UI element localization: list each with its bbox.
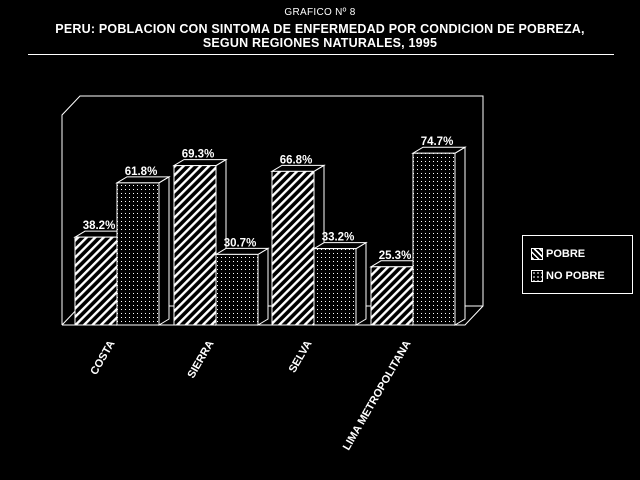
- bar-pobre-costa: [74, 236, 118, 326]
- data-label-no-pobre-sierra: 30.7%: [224, 237, 257, 249]
- data-label-pobre-costa: 38.2%: [83, 220, 116, 232]
- bar-no-pobre-lima-metropolitana: [412, 152, 456, 326]
- figure-label: GRAFICO Nº 8: [284, 7, 356, 18]
- category-label-sierra: SIERRA: [185, 338, 216, 380]
- bar-pobre-sierra: [173, 165, 217, 326]
- data-label-no-pobre-costa: 61.8%: [125, 166, 158, 178]
- legend-swatch-no-pobre: [531, 270, 543, 282]
- legend-item-pobre: POBRE: [531, 247, 585, 261]
- chart-title-line-2: SEGUN REGIONES NATURALES, 1995: [202, 36, 438, 50]
- legend-swatch-pobre: [531, 248, 543, 260]
- legend-item-no-pobre: NO POBRE: [531, 269, 605, 283]
- category-label-costa: COSTA: [88, 338, 117, 377]
- header-divider: [28, 54, 614, 55]
- data-label-pobre-selva: 66.8%: [280, 154, 313, 166]
- bar-side-no-pobre-sierra: [257, 247, 269, 326]
- chart-title-line-1: PERU: POBLACION CON SINTOMA DE ENFERMEDA…: [55, 22, 585, 36]
- bar-side-no-pobre-costa: [158, 175, 170, 326]
- data-label-pobre-sierra: 69.3%: [182, 149, 215, 161]
- category-label-lima-metropolitana: LIMA METROPOLITANA: [341, 338, 414, 452]
- bar-side-no-pobre-selva: [355, 241, 367, 326]
- chart-title: PERU: POBLACION CON SINTOMA DE ENFERMEDA…: [0, 22, 640, 50]
- chart-frame-outline: [61, 95, 484, 326]
- legend-label-no-pobre: NO POBRE: [546, 270, 605, 282]
- bar-pobre-selva: [271, 170, 315, 326]
- data-labels-group: 38.2% 61.8% 69.3% 30.7% 66.8% 33.2% 25.3% 74.7%: [83, 136, 454, 262]
- bar-no-pobre-sierra: [215, 253, 259, 326]
- data-label-pobre-lima-metropolitana: 25.3%: [379, 250, 412, 262]
- category-label-selva: SELVA: [287, 338, 315, 374]
- data-label-no-pobre-lima-metropolitana: 74.7%: [421, 136, 454, 148]
- bar-pobre-lima-metropolitana: [370, 266, 414, 326]
- bar-no-pobre-costa: [116, 182, 160, 326]
- category-labels-group: COSTA SIERRA SELVA LIMA METROPOLITANA: [88, 338, 413, 452]
- bars-group: [73, 146, 467, 326]
- data-label-no-pobre-selva: 33.2%: [322, 232, 355, 244]
- bar-side-no-pobre-lima-metropolitana: [454, 146, 466, 326]
- legend: POBRE NO POBRE: [522, 235, 633, 294]
- bar-no-pobre-selva: [313, 248, 357, 326]
- legend-label-pobre: POBRE: [546, 248, 586, 260]
